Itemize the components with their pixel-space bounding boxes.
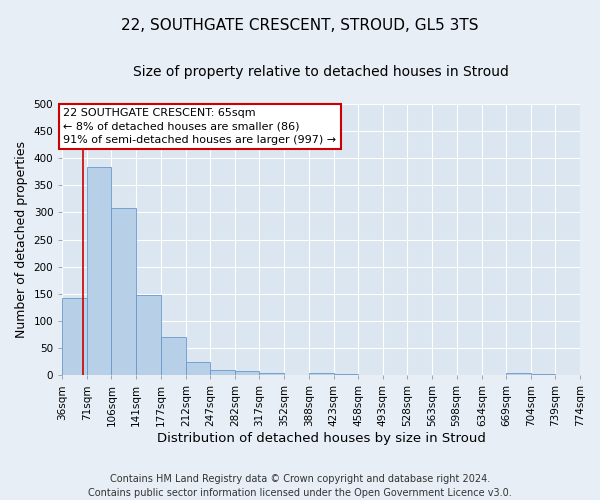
Title: Size of property relative to detached houses in Stroud: Size of property relative to detached ho… [133,65,509,79]
Bar [136,295,161,376]
Y-axis label: Number of detached properties: Number of detached properties [15,141,28,338]
Text: 22 SOUTHGATE CRESCENT: 65sqm
← 8% of detached houses are smaller (86)
91% of sem: 22 SOUTHGATE CRESCENT: 65sqm ← 8% of det… [63,108,336,144]
Bar [186,362,211,376]
Bar [235,372,259,376]
Bar [334,374,358,376]
Bar [211,370,235,376]
Bar [309,373,334,376]
Bar [259,373,284,376]
Bar [62,298,87,376]
X-axis label: Distribution of detached houses by size in Stroud: Distribution of detached houses by size … [157,432,485,445]
Bar [161,338,186,376]
Text: Contains HM Land Registry data © Crown copyright and database right 2024.
Contai: Contains HM Land Registry data © Crown c… [88,474,512,498]
Bar [506,373,531,376]
Bar [284,374,308,376]
Bar [112,208,136,376]
Text: 22, SOUTHGATE CRESCENT, STROUD, GL5 3TS: 22, SOUTHGATE CRESCENT, STROUD, GL5 3TS [121,18,479,32]
Bar [531,374,556,376]
Bar [87,168,112,376]
